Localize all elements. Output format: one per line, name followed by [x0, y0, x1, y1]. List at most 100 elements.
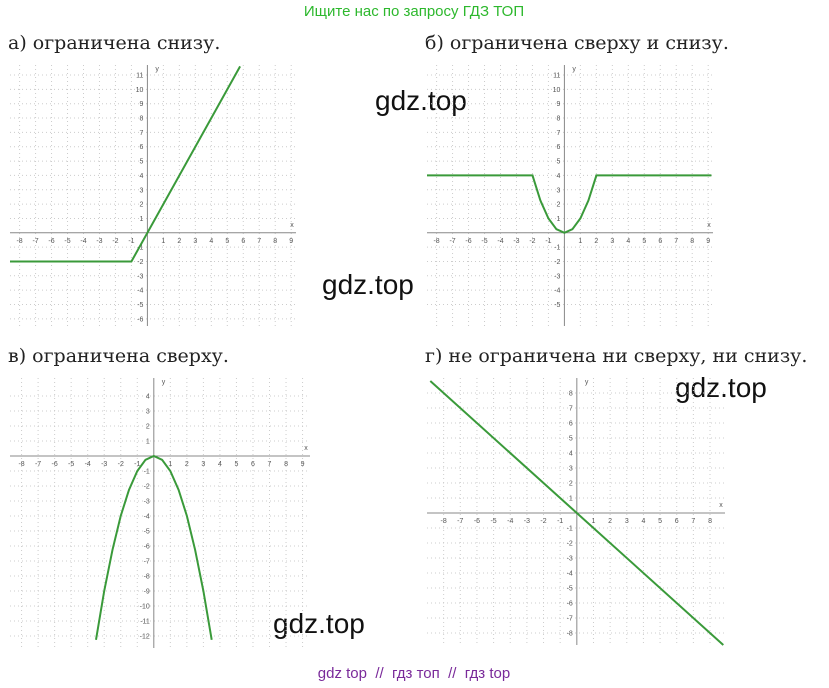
- watermark: gdz.top: [273, 608, 365, 639]
- x-tick-label: -3: [513, 238, 519, 245]
- x-tick-label: 2: [594, 238, 598, 245]
- x-tick-label: 1: [161, 238, 165, 245]
- y-tick-label: -3: [554, 273, 560, 280]
- x-tick-label: -4: [80, 238, 86, 245]
- x-axis-label: x: [707, 222, 711, 229]
- y-tick-label: 3: [557, 187, 561, 194]
- x-tick-label: -1: [134, 461, 140, 468]
- y-tick-label: 9: [140, 101, 144, 108]
- y-tick-label: 4: [140, 173, 144, 180]
- x-tick-label: -5: [64, 238, 70, 245]
- y-tick-label: 2: [569, 481, 573, 488]
- y-tick-label: -4: [144, 514, 150, 521]
- x-tick-label: -2: [112, 238, 118, 245]
- y-tick-label: -2: [567, 541, 573, 548]
- x-tick-label: 8: [690, 238, 694, 245]
- y-tick-label: -1: [137, 245, 143, 252]
- x-tick-label: -6: [465, 238, 471, 245]
- y-tick-label: -1: [554, 245, 560, 252]
- y-tick-label: 5: [140, 159, 144, 166]
- function-curve: [95, 454, 213, 640]
- y-tick-label: 1: [557, 216, 561, 223]
- y-axis-label: y: [162, 379, 166, 386]
- y-axis-label: y: [572, 66, 576, 73]
- x-tick-label: 1: [578, 238, 582, 245]
- x-tick-label: 4: [626, 238, 630, 245]
- x-tick-label: 2: [177, 238, 181, 245]
- x-tick-label: -3: [524, 518, 530, 525]
- function-curve: [429, 380, 724, 646]
- x-tick-label: -4: [85, 461, 91, 468]
- watermark: gdz.top: [322, 269, 414, 300]
- y-tick-label: 3: [569, 466, 573, 473]
- x-tick-label: -2: [540, 518, 546, 525]
- y-tick-label: 11: [136, 73, 143, 80]
- x-tick-label: -5: [490, 518, 496, 525]
- panel-label: г) не ограничена ни сверху, ни снизу.: [425, 345, 807, 367]
- x-tick-label: -7: [449, 238, 455, 245]
- x-tick-label: -6: [52, 461, 58, 468]
- y-tick-label: -7: [144, 559, 150, 566]
- y-tick-label: -3: [137, 273, 143, 280]
- y-tick-label: -5: [137, 302, 143, 309]
- x-tick-label: -1: [545, 238, 551, 245]
- x-tick-label: -4: [497, 238, 503, 245]
- x-tick-label: -7: [35, 461, 41, 468]
- x-tick-label: 4: [218, 461, 222, 468]
- y-tick-label: 3: [140, 187, 144, 194]
- x-tick-label: -2: [118, 461, 124, 468]
- y-tick-label: -3: [144, 499, 150, 506]
- x-tick-label: 7: [691, 518, 695, 525]
- y-tick-label: 7: [569, 406, 573, 413]
- y-axis-label: y: [585, 379, 589, 386]
- x-tick-label: -3: [96, 238, 102, 245]
- y-tick-label: -2: [137, 259, 143, 266]
- x-axis-label: x: [719, 502, 723, 509]
- y-tick-label: 1: [146, 439, 150, 446]
- x-tick-label: 8: [708, 518, 712, 525]
- x-tick-label: 3: [610, 238, 614, 245]
- y-tick-label: -9: [144, 589, 150, 596]
- x-tick-label: -7: [457, 518, 463, 525]
- x-tick-label: 7: [268, 461, 272, 468]
- banner: Ищите нас по запросу ГДЗ ТОП: [304, 3, 524, 20]
- x-tick-label: 8: [273, 238, 277, 245]
- x-tick-label: -4: [507, 518, 513, 525]
- y-tick-label: 4: [569, 451, 573, 458]
- x-tick-label: 9: [706, 238, 710, 245]
- x-tick-label: -8: [433, 238, 439, 245]
- x-axis-label: x: [304, 445, 308, 452]
- x-tick-label: 9: [301, 461, 305, 468]
- x-tick-label: -3: [101, 461, 107, 468]
- y-tick-label: 7: [140, 130, 144, 137]
- x-tick-label: 9: [289, 238, 293, 245]
- y-tick-label: -8: [144, 574, 150, 581]
- x-tick-label: 1: [592, 518, 596, 525]
- y-tick-label: -5: [554, 302, 560, 309]
- y-tick-label: 10: [553, 87, 561, 94]
- y-tick-label: 9: [557, 101, 561, 108]
- footer: gdz top // гдз топ // гдз top: [318, 665, 510, 682]
- x-tick-label: 6: [675, 518, 679, 525]
- x-tick-label: 3: [625, 518, 629, 525]
- x-tick-label: 5: [658, 518, 662, 525]
- y-tick-label: -4: [554, 288, 560, 295]
- y-tick-label: 11: [553, 73, 560, 80]
- x-tick-label: 4: [641, 518, 645, 525]
- panel-label: а) ограничена снизу.: [8, 32, 220, 54]
- function-curve: [427, 174, 712, 234]
- x-tick-label: -5: [68, 461, 74, 468]
- x-tick-label: -6: [48, 238, 54, 245]
- x-tick-label: 8: [284, 461, 288, 468]
- y-tick-label: 2: [146, 424, 150, 431]
- y-tick-label: -2: [554, 259, 560, 266]
- y-tick-label: -10: [140, 604, 150, 611]
- y-tick-label: 2: [557, 202, 561, 209]
- y-tick-label: 7: [557, 130, 561, 137]
- panel-label: б) ограничена сверху и снизу.: [425, 32, 729, 54]
- y-tick-label: 3: [146, 409, 150, 416]
- y-tick-label: 5: [569, 436, 573, 443]
- y-tick-label: -6: [144, 544, 150, 551]
- y-tick-label: -8: [567, 631, 573, 638]
